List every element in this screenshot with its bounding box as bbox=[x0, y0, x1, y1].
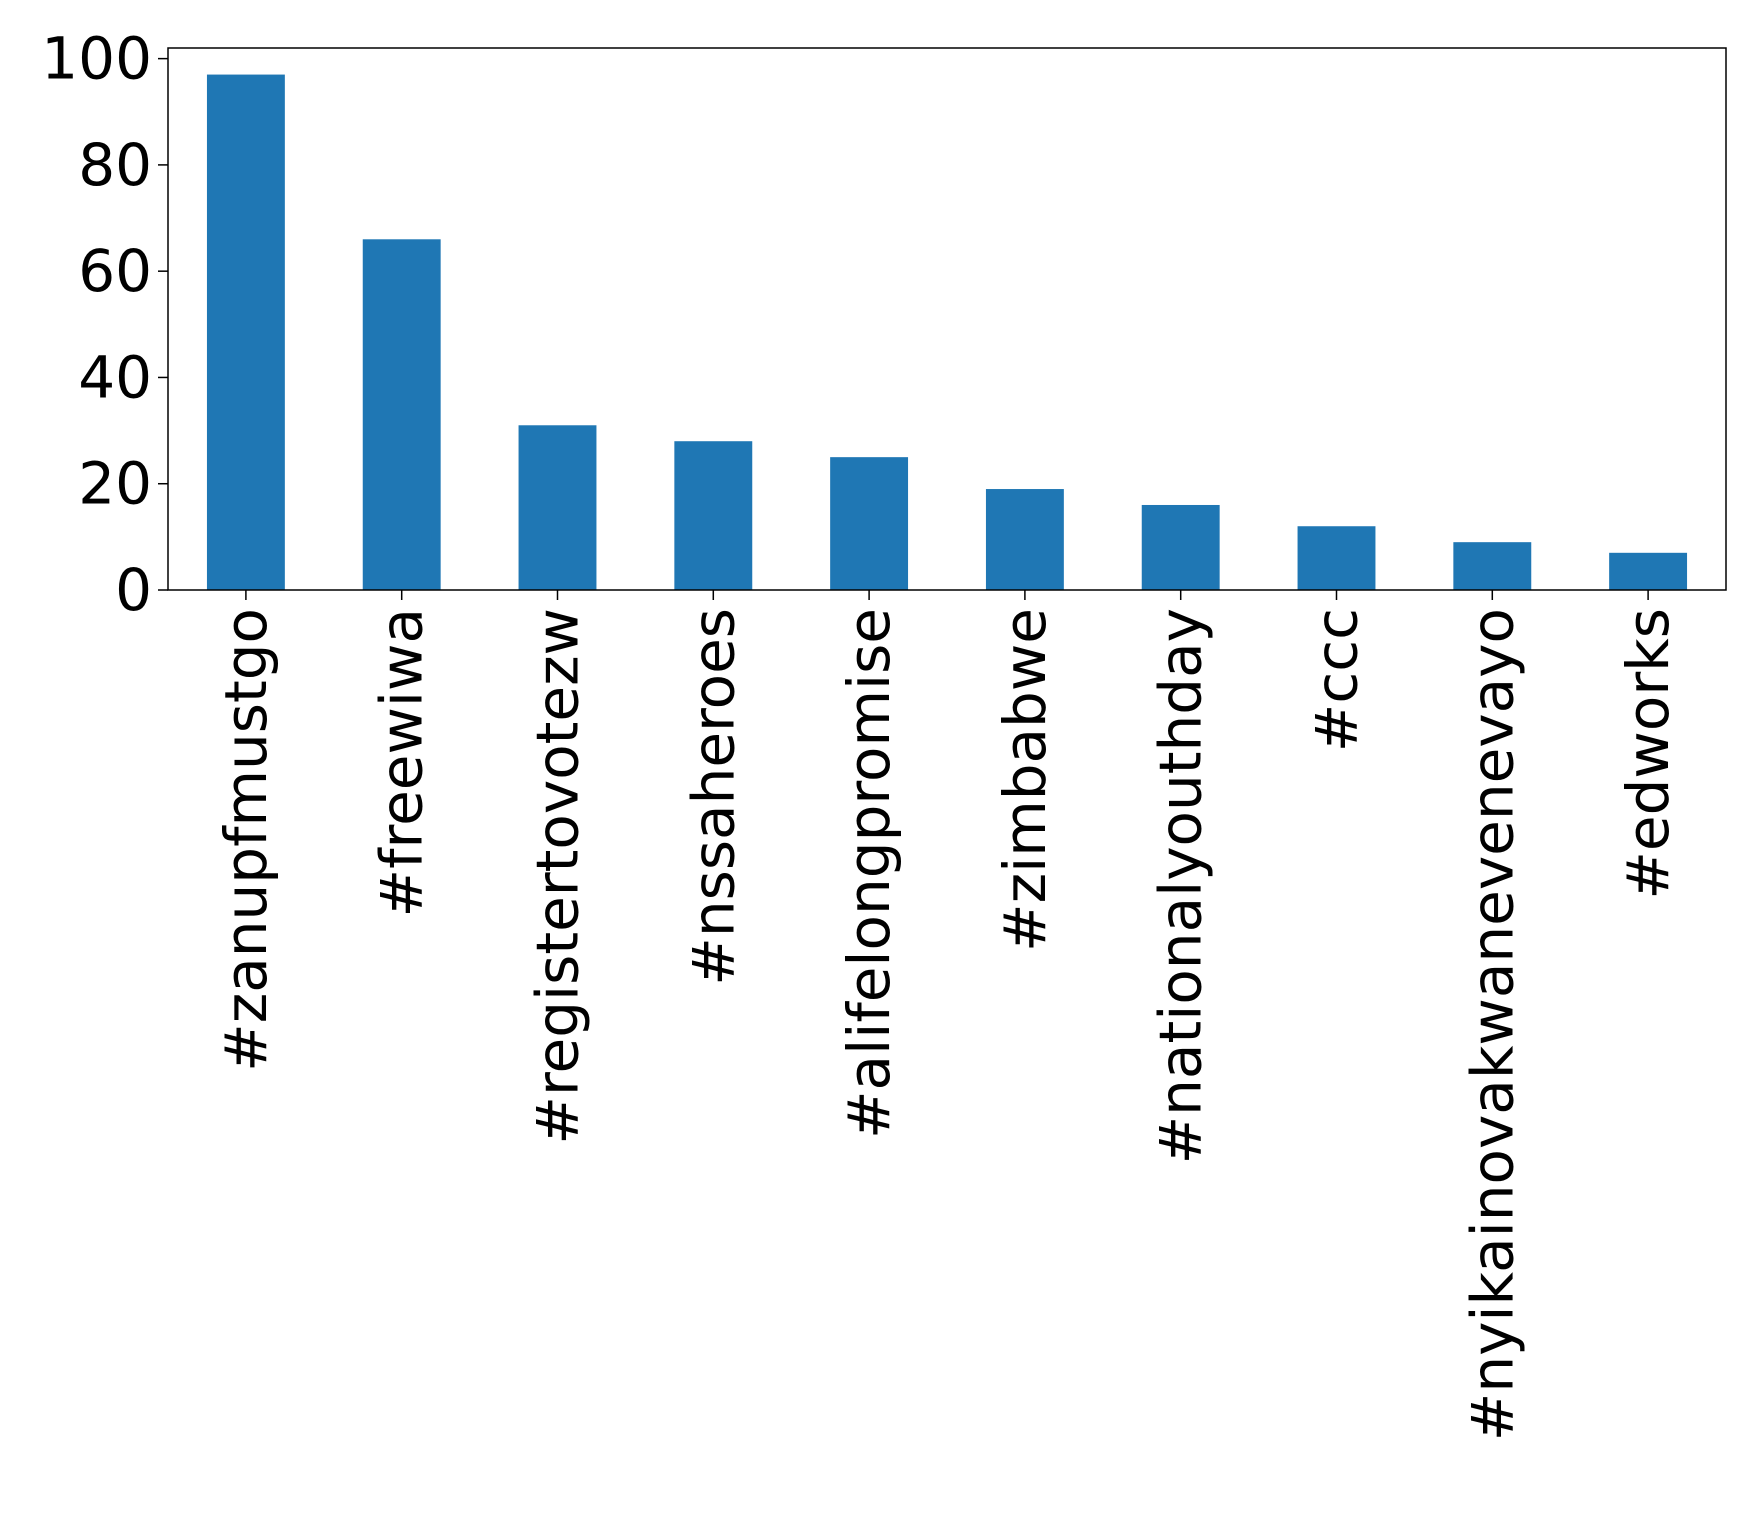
bar-nyikainovakwanevenevayo bbox=[1453, 542, 1532, 590]
x-tick-label: #edworks bbox=[1614, 608, 1682, 900]
x-tick-label: #zanupfmustgo bbox=[212, 608, 280, 1072]
bar-ccc bbox=[1297, 526, 1376, 590]
y-tick-label: 100 bbox=[41, 25, 152, 93]
bar-edworks bbox=[1609, 552, 1688, 590]
x-tick-label: #ccc bbox=[1303, 608, 1371, 752]
y-axis: 0 20 40 60 80 100 bbox=[41, 25, 168, 624]
x-axis: #zanupfmustgo #freewiwa #registertovotezw #… bbox=[212, 590, 1682, 1441]
y-tick-label: 20 bbox=[78, 450, 152, 518]
y-tick-label: 40 bbox=[78, 343, 152, 411]
x-tick-label: #registertovotezw bbox=[524, 608, 592, 1145]
bar-registertovotezw bbox=[518, 425, 597, 590]
bar-nssaheroes bbox=[674, 441, 753, 590]
x-tick-label: #zimbabwe bbox=[991, 608, 1059, 952]
bar-zimbabwe bbox=[985, 489, 1064, 590]
bars-layer bbox=[206, 74, 1688, 591]
bar-nationalyouthday bbox=[1141, 504, 1220, 590]
y-tick-label: 60 bbox=[78, 237, 152, 305]
bar-freewiwa bbox=[362, 239, 441, 590]
bar-alifelongpromise bbox=[830, 457, 909, 590]
x-tick-label: #alifelongpromise bbox=[835, 608, 903, 1139]
x-tick-label: #nationalyouthday bbox=[1147, 608, 1215, 1164]
y-tick-label: 80 bbox=[78, 131, 152, 199]
x-tick-label: #nyikainovakwanevenevayo bbox=[1458, 608, 1526, 1441]
x-tick-label: #freewiwa bbox=[368, 608, 436, 917]
bar-zanupfmustgo bbox=[206, 74, 285, 591]
plot-frame bbox=[167, 47, 1727, 591]
x-tick-label: #nssaheroes bbox=[679, 608, 747, 986]
y-tick-label: 0 bbox=[115, 556, 152, 624]
